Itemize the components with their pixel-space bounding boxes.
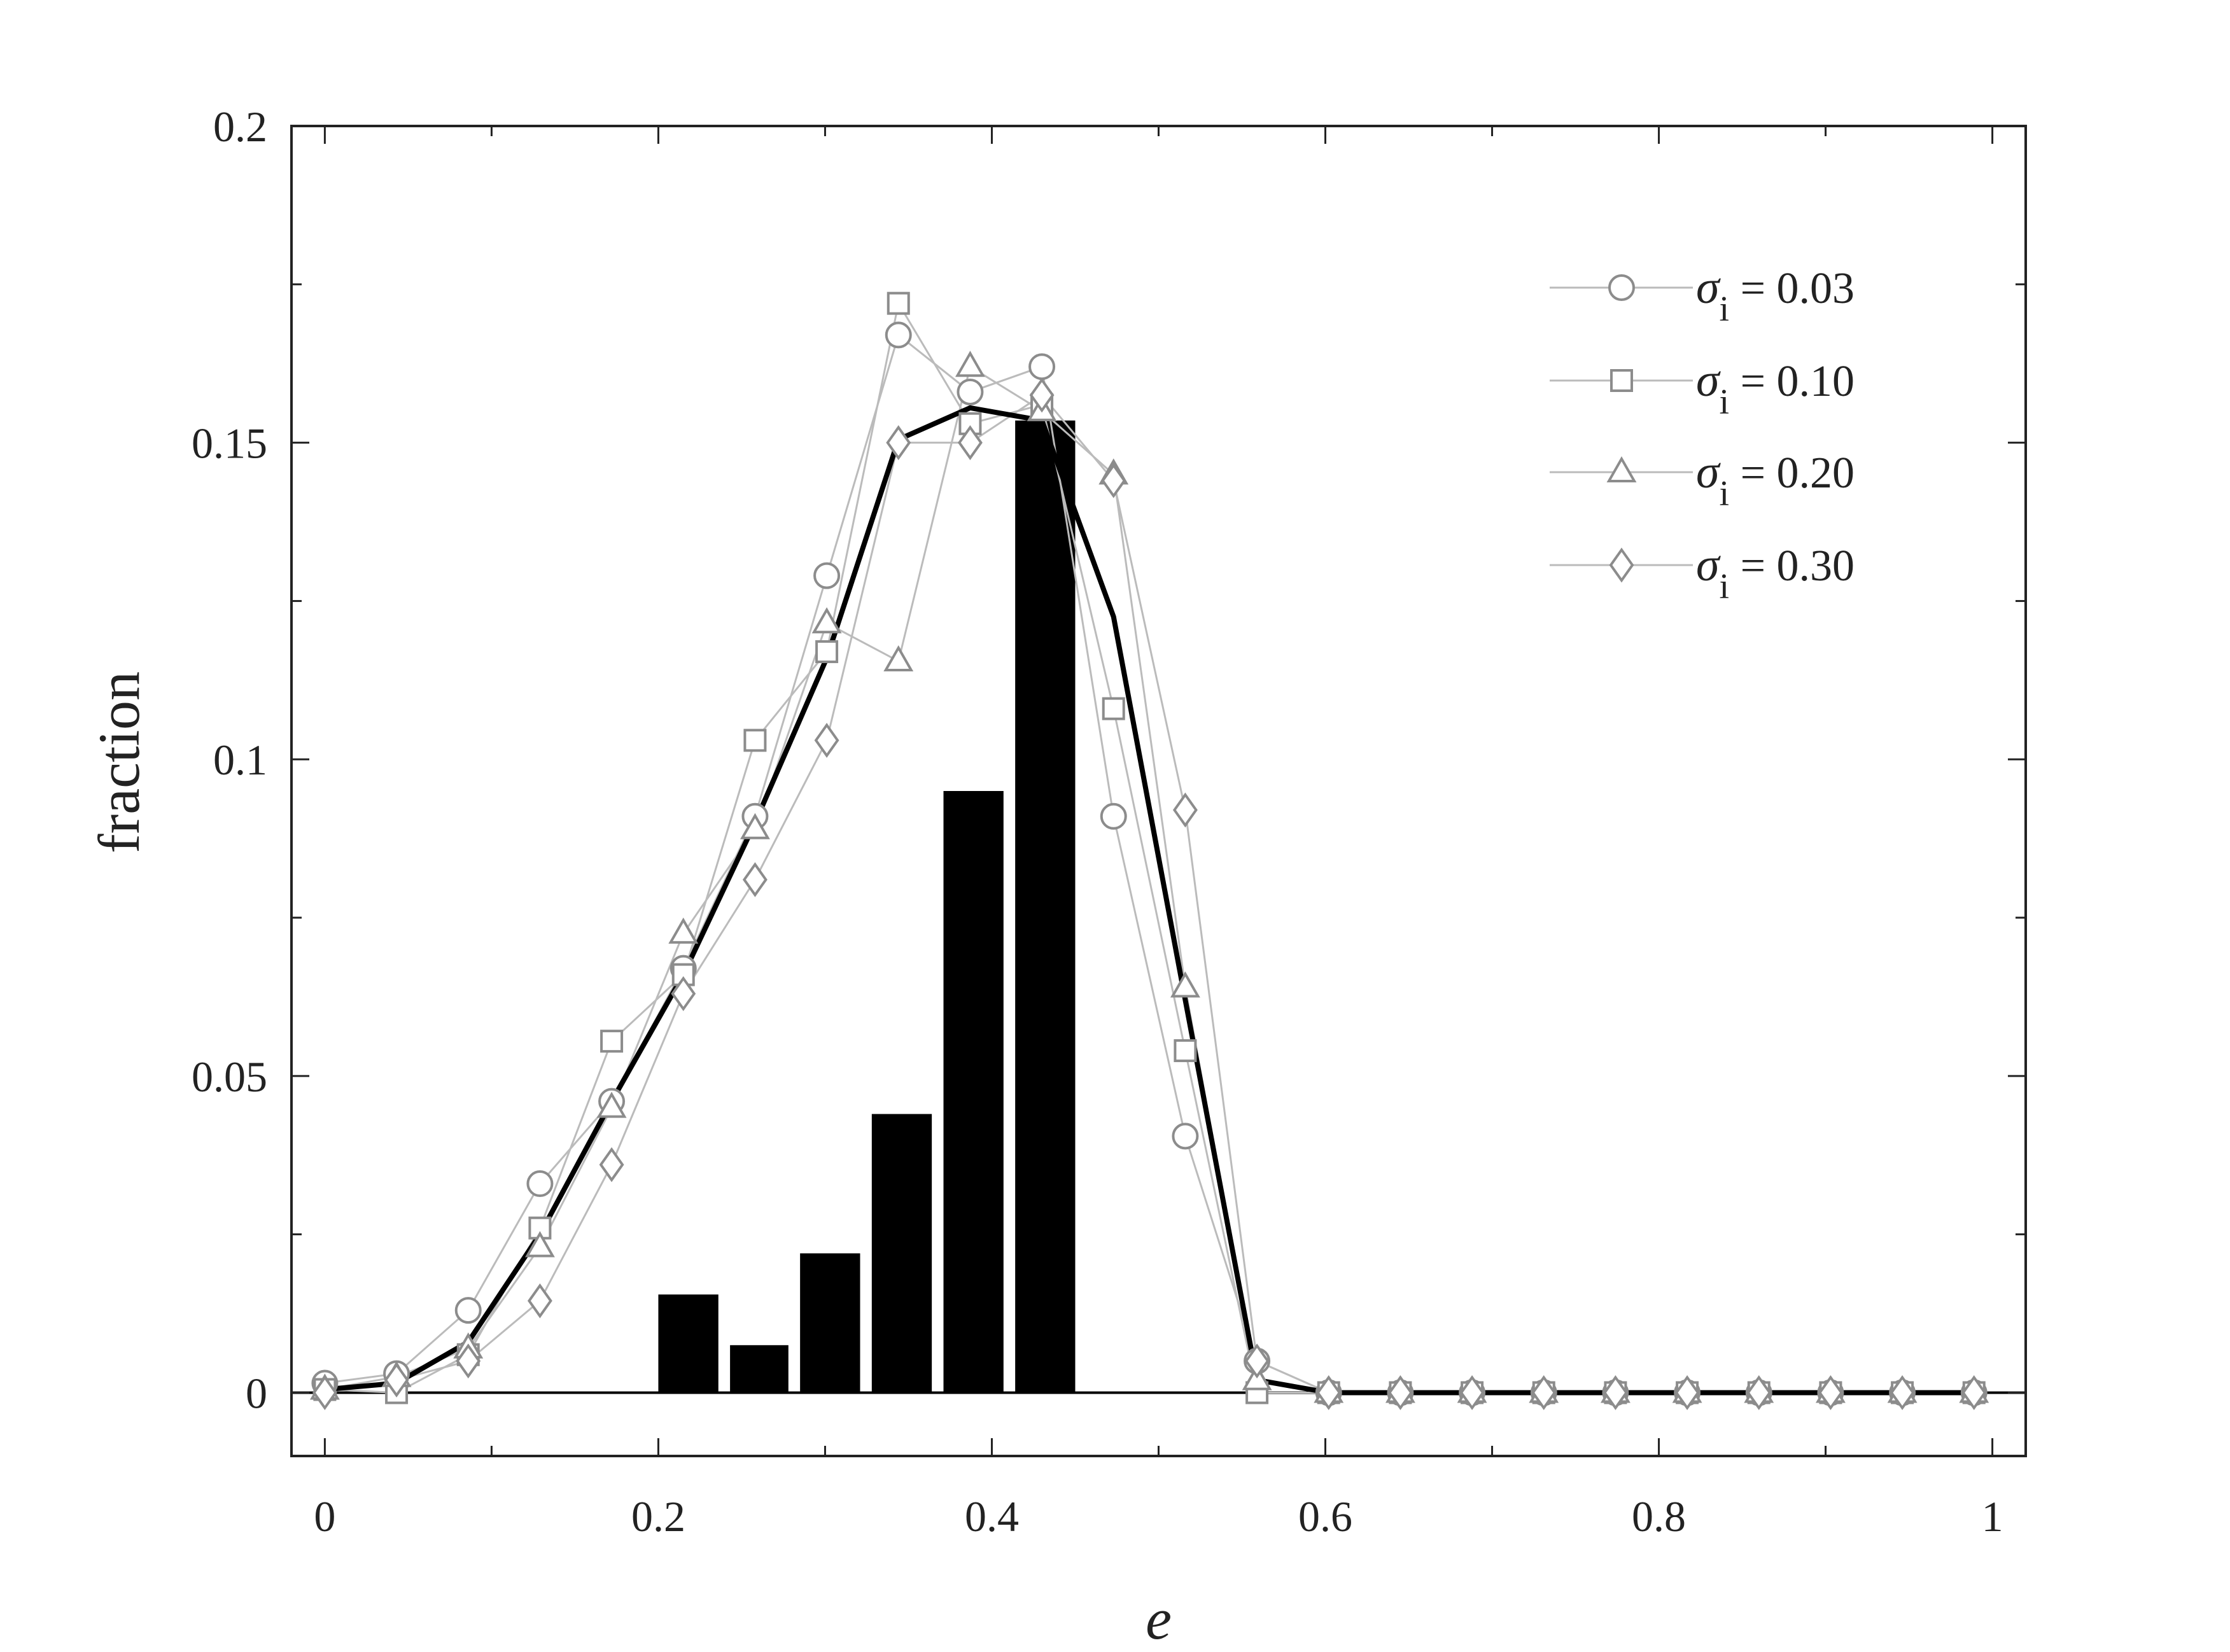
series-3-point-5: [596, 1091, 627, 1118]
histogram-bar-2: [730, 1345, 789, 1393]
series-3-point-4: [524, 1231, 555, 1257]
legend: σi = 0.03 σi = 0.10 σi = 0.20 σi = 0.30: [1550, 262, 1855, 606]
series-4-point-9: [886, 425, 911, 461]
series-4-point-18: [1531, 1375, 1557, 1410]
legend-marker-4: [1609, 547, 1634, 583]
series-2-point-8: [815, 640, 839, 664]
series-4-point-19: [1602, 1375, 1628, 1410]
y-tick-label: 0: [246, 1369, 267, 1417]
y-tick-label: 0.2: [213, 102, 267, 151]
series-1-point-9: [885, 321, 912, 349]
x-axis-title: e: [1146, 1586, 1172, 1651]
series-1-point-3: [454, 1297, 482, 1324]
series-1-point-11: [1028, 353, 1056, 381]
series-2-point-5: [600, 1030, 624, 1053]
series-3-point-8: [811, 607, 842, 634]
series-2-point-13: [1174, 1039, 1197, 1063]
series-4-point-20: [1674, 1375, 1700, 1410]
series-4-point-8: [814, 722, 839, 758]
x-tick-label: 0.6: [1298, 1492, 1352, 1541]
histogram-bar-4: [871, 1114, 932, 1393]
y-tick-label: 0.15: [192, 419, 267, 468]
x-tick-label: 0.4: [965, 1492, 1019, 1541]
y-axis-title: fraction: [87, 671, 151, 853]
series-1-point-12: [1100, 802, 1127, 830]
histogram-bar-6: [1015, 420, 1076, 1393]
series-3-point-13: [1170, 971, 1200, 998]
series-markers: [309, 291, 1989, 1410]
x-tick-label: 1: [1982, 1492, 2003, 1541]
series-4-point-22: [1818, 1375, 1843, 1410]
series-4-point-23: [1890, 1375, 1915, 1410]
series-1-point-8: [813, 562, 841, 589]
y-tick-label: 0.05: [192, 1053, 267, 1101]
axis-ticks: [291, 125, 2026, 1456]
legend-label-1: σi = 0.03: [1696, 262, 1855, 329]
legend-label-4: σi = 0.30: [1696, 539, 1855, 606]
series-4-point-17: [1459, 1375, 1485, 1410]
series-4-point-5: [599, 1147, 624, 1182]
series-4-point-3: [456, 1343, 481, 1379]
legend-label-2: σi = 0.10: [1696, 354, 1855, 422]
series-4-point-1: [312, 1375, 337, 1410]
histogram-bar-5: [943, 791, 1004, 1393]
series-2-point-12: [1102, 697, 1125, 720]
tick-labels: 0 0.2 0.4 0.6 0.8 1 0 0.05 0.1 0.15 0.2: [192, 102, 2003, 1541]
histogram-bar-1: [658, 1294, 719, 1393]
series-4-point-4: [527, 1283, 552, 1319]
series-3-point-9: [883, 645, 914, 671]
series-4-point-16: [1387, 1375, 1413, 1410]
series-4-point-14: [1244, 1343, 1270, 1379]
series-1-point-13: [1172, 1123, 1199, 1150]
series-4-point-10: [957, 425, 983, 461]
histogram-bar-3: [800, 1253, 860, 1393]
series-4-point-12: [1101, 463, 1126, 498]
series-4-point-6: [671, 976, 696, 1011]
series-4-point-21: [1746, 1375, 1772, 1410]
legend-label-3: σi = 0.20: [1696, 446, 1855, 514]
series-4-point-15: [1316, 1375, 1342, 1410]
series-2-point-9: [887, 291, 910, 315]
series-4-point-2: [384, 1362, 409, 1398]
series-3-point-7: [740, 813, 770, 839]
series-4-point-24: [1961, 1375, 1987, 1410]
x-tick-label: 0.8: [1632, 1492, 1686, 1541]
series-4-point-13: [1172, 792, 1198, 828]
series-4-point-7: [742, 862, 768, 897]
legend-marker-1: [1608, 274, 1635, 301]
legend-marker-2: [1610, 369, 1633, 392]
histogram-bars: [658, 420, 1076, 1393]
y-tick-label: 0.1: [213, 736, 267, 784]
series-1-point-4: [526, 1170, 554, 1198]
series-3-point-10: [955, 351, 985, 377]
legend-marker-3: [1606, 456, 1637, 482]
series-4-point-11: [1029, 377, 1055, 413]
series-2-point-7: [743, 729, 767, 752]
x-tick-label: 0: [314, 1492, 335, 1541]
series-1-point-10: [957, 379, 984, 405]
series-3-point-6: [668, 917, 699, 944]
x-tick-label: 0.2: [631, 1492, 685, 1541]
